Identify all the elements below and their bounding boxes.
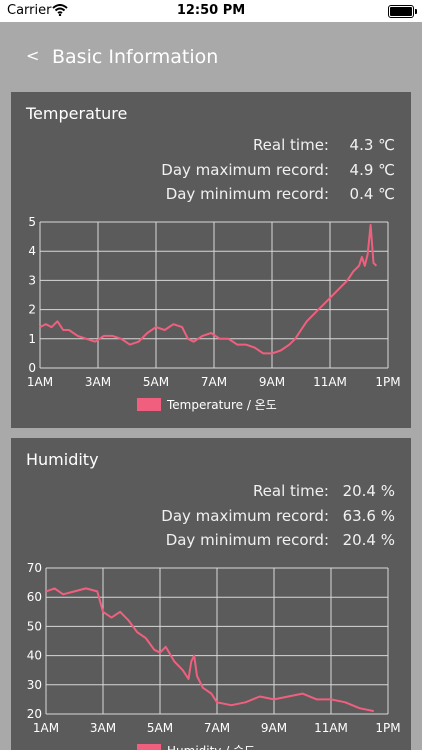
- max-value: 63.6 %: [342, 507, 395, 525]
- min-value: 0.4 ℃: [349, 185, 395, 203]
- x-tick-label: 11AM: [313, 375, 347, 389]
- x-tick-label: 5AM: [147, 721, 173, 735]
- temperature-chart: 1AM 3AM 5AM 7AM 9AM 11AM 1PM 0 1 2 3 4 5 Temperature …: [27, 216, 401, 412]
- max-label: Day maximum record:: [161, 507, 329, 525]
- carrier-label: Carrier: [7, 3, 52, 18]
- x-tick-label: 1AM: [27, 375, 53, 389]
- x-tick-label: 1PM: [375, 375, 400, 389]
- realtime-value: 20.4 %: [342, 482, 395, 500]
- humidity-card: Humidity Real time: 20.4 % Day maximum r…: [11, 438, 411, 750]
- y-tick-label: 0: [28, 361, 36, 375]
- legend-swatch: [137, 398, 161, 411]
- x-tick-label: 7AM: [204, 721, 230, 735]
- series-line: [39, 223, 378, 355]
- x-tick-label: 9AM: [259, 375, 285, 389]
- realtime-value: 4.3 ℃: [349, 136, 395, 154]
- y-tick-label: 5: [28, 216, 36, 229]
- x-tick-label: 11AM: [314, 721, 348, 735]
- status-bar: Carrier 12:50 PM: [0, 0, 422, 22]
- legend-swatch: [137, 744, 161, 750]
- back-button[interactable]: <: [26, 46, 40, 65]
- legend-label: Temperature / 온도: [166, 398, 277, 412]
- humidity-chart: 1AM 3AM 5AM 7AM 9AM 11AM 1PM 20 30 40 50 60 70 Humidi…: [27, 561, 401, 750]
- clock: 12:50 PM: [176, 3, 246, 18]
- y-tick-label: 30: [27, 678, 42, 692]
- series-line: [45, 587, 374, 713]
- y-tick-label: 20: [27, 707, 42, 721]
- min-label: Day minimum record:: [165, 185, 329, 203]
- y-tick-label: 1: [28, 332, 36, 346]
- realtime-label: Real time:: [252, 136, 329, 154]
- x-tick-label: 3AM: [85, 375, 111, 389]
- max-label: Day maximum record:: [161, 161, 329, 179]
- battery-icon: [388, 5, 417, 18]
- y-tick-label: 60: [27, 590, 42, 604]
- page-title: Basic Information: [52, 46, 219, 68]
- y-tick-label: 70: [27, 561, 42, 575]
- x-tick-label: 3AM: [90, 721, 116, 735]
- max-value: 4.9 ℃: [349, 161, 395, 179]
- y-tick-label: 50: [27, 619, 42, 633]
- x-tick-label: 5AM: [143, 375, 169, 389]
- temperature-title: Temperature: [26, 104, 128, 123]
- y-tick-label: 40: [27, 649, 42, 663]
- y-tick-label: 3: [28, 273, 36, 287]
- x-tick-label: 9AM: [261, 721, 287, 735]
- y-tick-label: 2: [28, 303, 36, 317]
- y-tick-label: 4: [28, 244, 36, 258]
- min-label: Day minimum record:: [165, 531, 329, 549]
- x-tick-label: 1AM: [33, 721, 59, 735]
- nav-bar: < Basic Information: [0, 22, 422, 88]
- wifi-icon: [52, 4, 68, 20]
- x-tick-label: 1PM: [375, 721, 400, 735]
- x-tick-label: 7AM: [201, 375, 227, 389]
- temperature-card: Temperature Real time: 4.3 ℃ Day maximum…: [11, 92, 411, 428]
- realtime-label: Real time:: [252, 482, 329, 500]
- min-value: 20.4 %: [342, 531, 395, 549]
- legend-label: Humidity / 습도: [167, 744, 255, 750]
- humidity-title: Humidity: [26, 450, 99, 469]
